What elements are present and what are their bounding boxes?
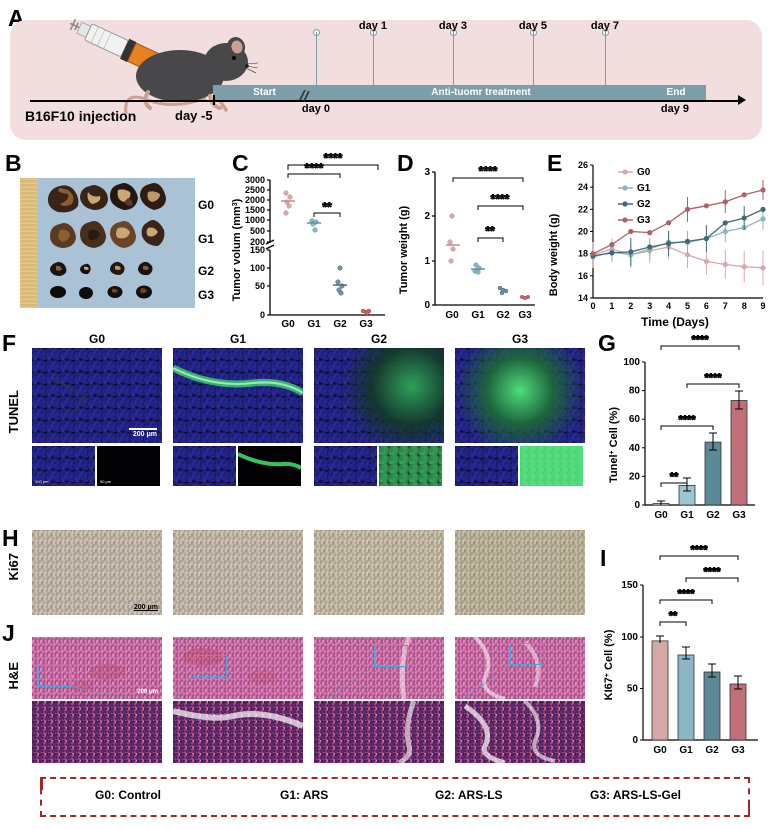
- svg-text:3: 3: [647, 301, 652, 311]
- svg-text:40: 40: [629, 443, 641, 454]
- svg-text:9: 9: [760, 301, 765, 311]
- svg-text:100: 100: [623, 357, 640, 368]
- svg-text:2000: 2000: [245, 195, 265, 205]
- svg-text:2500: 2500: [245, 185, 265, 195]
- svg-text:G0: G0: [654, 510, 668, 521]
- svg-text:****: ****: [491, 192, 510, 206]
- svg-text:G1: G1: [471, 310, 485, 321]
- svg-text:G2: G2: [496, 310, 510, 321]
- svg-text:**: **: [485, 224, 495, 238]
- svg-text:****: ****: [703, 566, 721, 578]
- svg-text:7: 7: [723, 301, 728, 311]
- svg-text:****: ****: [691, 334, 709, 346]
- svg-text:Tumor weight (g): Tumor weight (g): [398, 205, 410, 294]
- svg-text:1500: 1500: [245, 205, 265, 215]
- svg-text:Tunel+ Cell (%): Tunel+ Cell (%): [608, 407, 620, 483]
- svg-text:0: 0: [632, 735, 638, 746]
- svg-text:****: ****: [305, 161, 324, 175]
- svg-text:1: 1: [424, 256, 430, 267]
- svg-text:1000: 1000: [245, 215, 265, 225]
- svg-text:26: 26: [578, 160, 588, 170]
- svg-text:0: 0: [260, 310, 265, 320]
- svg-text:150: 150: [621, 580, 638, 591]
- svg-text:****: ****: [677, 588, 695, 600]
- svg-text:G3: G3: [637, 215, 651, 226]
- svg-text:G0: G0: [445, 310, 459, 321]
- svg-text:G1: G1: [307, 319, 321, 330]
- svg-text:3: 3: [424, 167, 430, 178]
- svg-text:500: 500: [250, 226, 265, 236]
- svg-text:20: 20: [629, 471, 641, 482]
- svg-text:G2: G2: [637, 199, 651, 210]
- svg-text:22: 22: [578, 204, 588, 214]
- svg-text:150: 150: [250, 245, 265, 255]
- svg-text:14: 14: [578, 293, 588, 303]
- svg-text:G1: G1: [637, 183, 651, 194]
- svg-text:16: 16: [578, 271, 588, 281]
- svg-text:**: **: [669, 610, 678, 622]
- svg-text:****: ****: [690, 544, 708, 556]
- svg-text:Time (Days): Time (Days): [641, 315, 709, 329]
- svg-text:G3: G3: [518, 310, 532, 321]
- svg-text:G3: G3: [732, 510, 746, 521]
- svg-text:****: ****: [704, 372, 722, 384]
- svg-text:20: 20: [578, 227, 588, 237]
- svg-text:****: ****: [324, 151, 343, 165]
- svg-text:Tumor volum (mm3): Tumor volum (mm3): [231, 198, 243, 301]
- svg-text:G0: G0: [653, 745, 667, 756]
- svg-text:80: 80: [629, 386, 641, 397]
- svg-text:4: 4: [666, 301, 671, 311]
- svg-text:G2: G2: [705, 745, 719, 756]
- svg-text:50: 50: [255, 281, 265, 291]
- svg-text:2: 2: [424, 211, 430, 222]
- svg-text:G2: G2: [706, 510, 720, 521]
- svg-text:8: 8: [742, 301, 747, 311]
- svg-text:G3: G3: [731, 745, 745, 756]
- svg-text:G1: G1: [679, 745, 693, 756]
- svg-text:**: **: [670, 471, 679, 483]
- svg-text:G1: G1: [680, 510, 694, 521]
- svg-text:Body weight (g): Body weight (g): [548, 213, 560, 296]
- svg-text:****: ****: [678, 414, 696, 426]
- svg-text:24: 24: [578, 182, 588, 192]
- svg-text:2: 2: [628, 301, 633, 311]
- svg-text:6: 6: [704, 301, 709, 311]
- svg-text:G3: G3: [359, 319, 373, 330]
- svg-text:0: 0: [634, 500, 640, 511]
- svg-text:18: 18: [578, 249, 588, 259]
- svg-text:60: 60: [629, 414, 641, 425]
- svg-text:KI67+ Cell (%): KI67+ Cell (%): [603, 629, 615, 700]
- svg-text:G2: G2: [333, 319, 347, 330]
- svg-text:0: 0: [590, 301, 595, 311]
- svg-text:**: **: [322, 200, 332, 214]
- svg-text:50: 50: [627, 684, 639, 695]
- svg-text:100: 100: [621, 632, 638, 643]
- svg-text:****: ****: [479, 164, 498, 178]
- svg-text:0: 0: [424, 300, 430, 311]
- svg-text:5: 5: [685, 301, 690, 311]
- svg-text:3000: 3000: [245, 175, 265, 185]
- svg-text:G0: G0: [637, 167, 651, 178]
- svg-text:1: 1: [609, 301, 614, 311]
- svg-text:G0: G0: [281, 319, 295, 330]
- svg-text:100: 100: [250, 263, 265, 273]
